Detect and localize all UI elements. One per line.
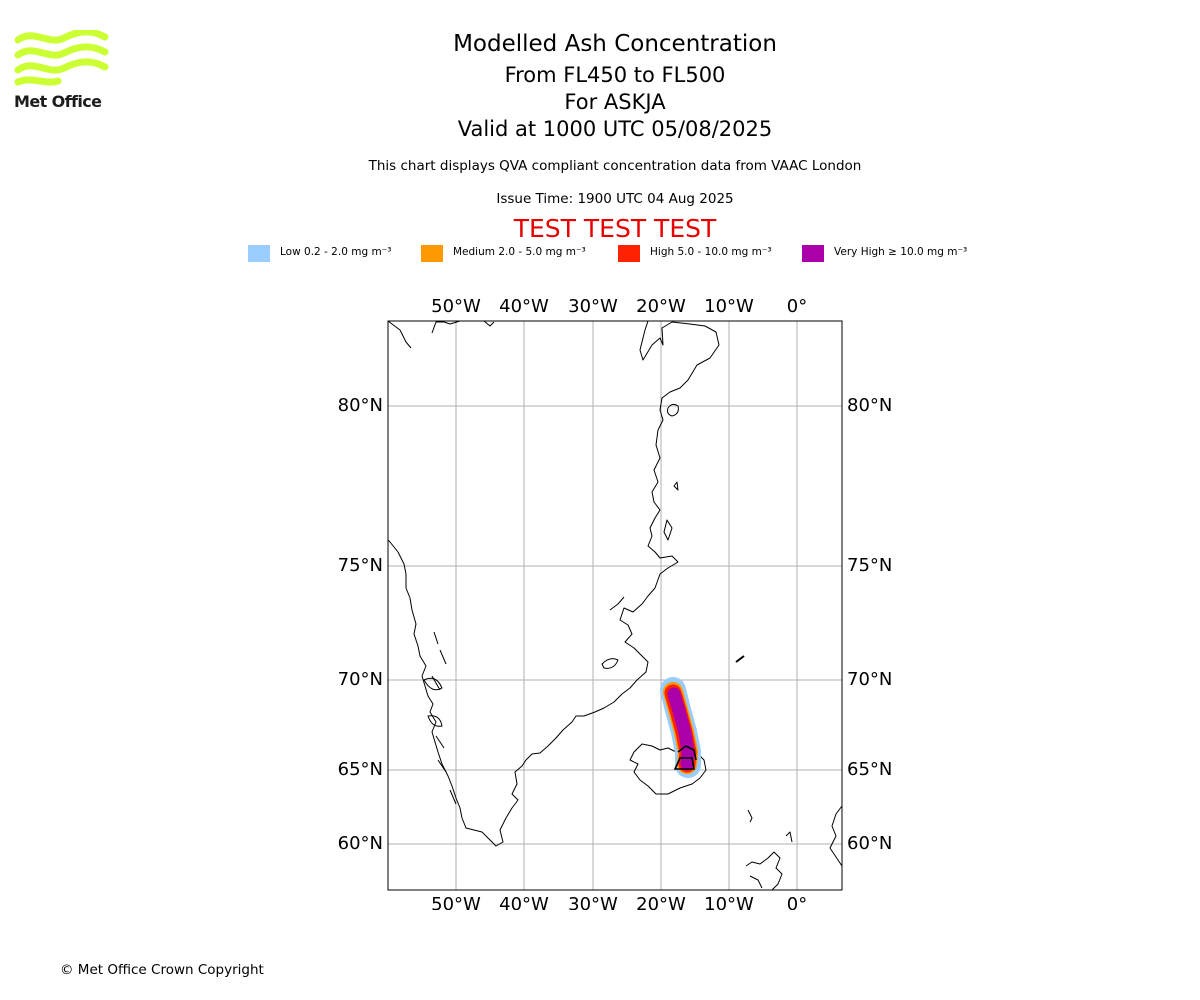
legend-swatch-medium — [421, 245, 443, 262]
volcano-marker — [673, 745, 697, 770]
shetland-islands — [785, 831, 793, 843]
map-gridlines — [388, 321, 842, 890]
legend-swatch-low — [248, 245, 270, 262]
coast-segment — [431, 320, 461, 334]
issue-time: Issue Time: 1900 UTC 04 Aug 2025 — [496, 191, 734, 207]
ash-plume-very-high — [667, 687, 695, 771]
jan-mayen — [735, 655, 745, 663]
lon-label-top: 30°W — [568, 296, 618, 317]
lat-label-right: 80°N — [847, 395, 892, 416]
met-office-waves-icon — [14, 28, 109, 86]
lat-label-left: 70°N — [338, 669, 383, 690]
lat-label-right: 75°N — [847, 555, 892, 576]
flight-level-range: From FL450 to FL500 — [504, 63, 726, 87]
lon-label-top: 10°W — [704, 296, 754, 317]
ash-concentration-map: 50°W 40°W 30°W 20°W 10°W 0° 50°W 40°W 30… — [300, 285, 920, 915]
met-office-logo: Met Office — [14, 28, 109, 112]
qva-note: This chart displays QVA compliant concen… — [368, 158, 862, 174]
lon-label-bottom: 40°W — [499, 894, 549, 910]
logo-text: Met Office — [14, 92, 102, 111]
lon-label-top: 40°W — [499, 296, 549, 317]
legend-swatch-high — [618, 245, 640, 262]
chart-title: Modelled Ash Concentration — [453, 31, 777, 57]
coast-segment — [483, 320, 495, 327]
test-banner: TEST TEST TEST — [513, 214, 717, 243]
lon-label-bottom: 50°W — [431, 894, 481, 910]
coast-segment — [387, 320, 412, 349]
island — [673, 481, 679, 491]
faroe-islands — [747, 809, 753, 823]
lat-label-left: 80°N — [338, 395, 383, 416]
legend-swatch-very-high — [802, 245, 824, 262]
lon-label-bottom: 10°W — [704, 894, 754, 910]
lat-label-left: 75°N — [338, 555, 383, 576]
iceland-coast — [629, 743, 707, 795]
legend-label-low: Low 0.2 - 2.0 mg m⁻³ — [280, 246, 392, 258]
lon-label-top: 50°W — [431, 296, 481, 317]
greenland-east-coast — [387, 320, 720, 847]
copyright-notice: © Met Office Crown Copyright — [60, 962, 264, 978]
scotland-coast — [745, 851, 783, 891]
lat-label-right: 60°N — [847, 833, 892, 854]
legend-label-medium: Medium 2.0 - 5.0 mg m⁻³ — [453, 246, 586, 258]
lon-label-top: 20°W — [636, 296, 686, 317]
island — [601, 658, 619, 669]
volcano-name: For ASKJA — [564, 90, 666, 114]
coast-segment — [609, 596, 625, 611]
island — [423, 677, 443, 691]
lat-label-left: 65°N — [338, 759, 383, 780]
lon-label-bottom: 30°W — [568, 894, 618, 910]
map-frame — [387, 320, 843, 891]
island — [667, 403, 679, 417]
norway-coast — [829, 805, 843, 867]
island — [427, 715, 443, 727]
fjord-lines — [431, 631, 457, 805]
lon-label-bottom: 20°W — [636, 894, 686, 910]
ash-plume — [660, 677, 701, 778]
lat-label-right: 65°N — [847, 759, 892, 780]
coastlines — [387, 320, 843, 891]
island — [663, 519, 673, 541]
lat-label-right: 70°N — [847, 669, 892, 690]
valid-time: Valid at 1000 UTC 05/08/2025 — [457, 117, 773, 141]
lon-label-top: 0° — [787, 296, 807, 317]
lat-label-left: 60°N — [338, 833, 383, 854]
legend-label-high: High 5.0 - 10.0 mg m⁻³ — [650, 246, 772, 258]
lon-label-bottom: 0° — [787, 894, 807, 910]
legend-label-very-high: Very High ≥ 10.0 mg m⁻³ — [834, 246, 968, 258]
